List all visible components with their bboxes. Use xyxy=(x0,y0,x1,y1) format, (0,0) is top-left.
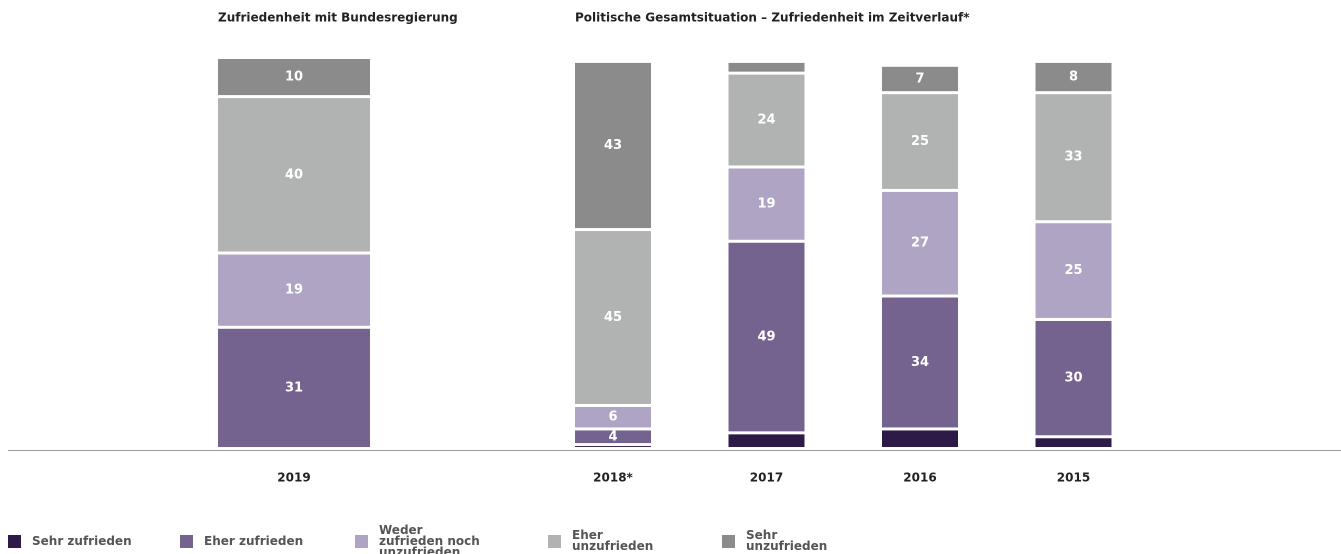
bar-segment: Weder zufrieden noch unzufrieden xyxy=(1035,223,1112,318)
bar-segment: Sehr unzufrieden xyxy=(728,62,805,72)
x-tick-label: 2016 xyxy=(903,471,936,485)
legend-swatch xyxy=(180,534,193,548)
legend-label: Eher unzufrieden xyxy=(572,528,654,553)
value-label: 40 xyxy=(285,167,303,182)
chart-title: Politische Gesamtsituation – Zufriedenhe… xyxy=(575,11,970,25)
legend-item: Eher zufrieden xyxy=(180,528,303,554)
legend-swatch xyxy=(548,534,561,548)
value-label: 31 xyxy=(285,380,303,395)
bar-segment: Sehr zufrieden xyxy=(1035,438,1112,447)
value-label: 30 xyxy=(1064,371,1082,386)
value-label: 33 xyxy=(1064,150,1082,165)
bar-segment: Weder zufrieden noch unzufrieden xyxy=(218,254,370,326)
legend-label: Sehr zufrieden xyxy=(32,533,132,548)
value-label: 27 xyxy=(911,236,929,251)
value-label: 45 xyxy=(604,310,622,325)
bar-segment: Sehr unzufrieden xyxy=(218,59,370,96)
chart-title: Zufriedenheit mit Bundesregierung xyxy=(218,11,458,25)
bar-segment: Sehr unzufrieden xyxy=(575,62,651,229)
x-tick-label: 2019 xyxy=(277,471,310,485)
x-tick-label: 2017 xyxy=(750,471,783,485)
value-label: 43 xyxy=(604,138,622,153)
bar-segment: Weder zufrieden noch unzufrieden xyxy=(728,168,805,240)
bar-segment: Eher unzufrieden xyxy=(218,98,370,252)
bar-segment: Eher zufrieden xyxy=(575,430,651,444)
chart: Zufriedenheit mit Bundesregierung Politi… xyxy=(8,11,1341,485)
bar-segment: Sehr unzufrieden xyxy=(1035,62,1112,92)
value-label: 34 xyxy=(911,355,929,370)
value-label: 19 xyxy=(757,197,775,212)
legend-swatch xyxy=(722,534,735,548)
value-label: 10 xyxy=(285,70,303,85)
value-label: 6 xyxy=(608,410,617,425)
legend-swatch xyxy=(8,534,21,548)
bar-segment: Eher zufrieden xyxy=(882,297,958,428)
legend: Sehr zufrieden Eher zufrieden Weder zufrie… xyxy=(0,522,1341,554)
value-label: 24 xyxy=(757,113,775,128)
x-tick-label: 2015 xyxy=(1057,471,1090,485)
bar-segment: Eher unzufrieden xyxy=(1035,94,1112,221)
legend-item: Weder zufrieden noch unzufrieden xyxy=(355,522,489,554)
legend-label: Sehr unzufrieden xyxy=(746,528,828,553)
bar-segment: Eher unzufrieden xyxy=(728,74,805,166)
legend-swatch xyxy=(355,534,368,548)
bar-segment: Sehr zufrieden xyxy=(882,430,958,447)
legend-item: Eher unzufrieden xyxy=(548,528,682,554)
bar-segment: Sehr zufrieden xyxy=(728,434,805,447)
value-label: 25 xyxy=(911,134,929,149)
value-label: 49 xyxy=(757,330,775,345)
value-label: 4 xyxy=(608,429,617,444)
bar-segment: Weder zufrieden noch unzufrieden xyxy=(575,406,651,428)
bar-segment: Eher zufrieden xyxy=(218,328,370,447)
bar-segment: Sehr unzufrieden xyxy=(882,66,958,92)
bar-segment: Eher zufrieden xyxy=(1035,320,1112,436)
bar-segment: Eher unzufrieden xyxy=(882,94,958,189)
bar-segment: Eher zufrieden xyxy=(728,242,805,432)
value-label: 8 xyxy=(1069,70,1078,85)
legend-label: Eher zufrieden xyxy=(204,533,304,548)
value-label: 19 xyxy=(285,283,303,298)
bar-segment: Sehr zufrieden xyxy=(575,446,651,447)
bar-segment: Weder zufrieden noch unzufrieden xyxy=(882,191,958,295)
value-label: 25 xyxy=(1064,263,1082,278)
bar-segment: Eher unzufrieden xyxy=(575,231,651,404)
value-label: 7 xyxy=(915,72,924,87)
legend-item: Sehr zufrieden xyxy=(8,528,132,554)
legend-label: Weder zufrieden noch unzufrieden xyxy=(379,522,480,554)
legend-item: Sehr unzufrieden xyxy=(722,528,856,554)
x-tick-label: 2018* xyxy=(593,471,633,485)
